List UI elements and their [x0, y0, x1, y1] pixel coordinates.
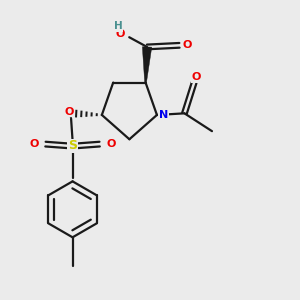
Text: O: O [65, 107, 74, 117]
Text: S: S [68, 139, 77, 152]
Text: O: O [29, 139, 38, 149]
Text: O: O [192, 72, 201, 82]
Text: N: N [159, 110, 168, 120]
Text: H: H [114, 21, 122, 31]
Text: O: O [107, 139, 116, 149]
Text: O: O [116, 29, 125, 39]
Polygon shape [142, 47, 152, 82]
Text: O: O [182, 40, 191, 50]
